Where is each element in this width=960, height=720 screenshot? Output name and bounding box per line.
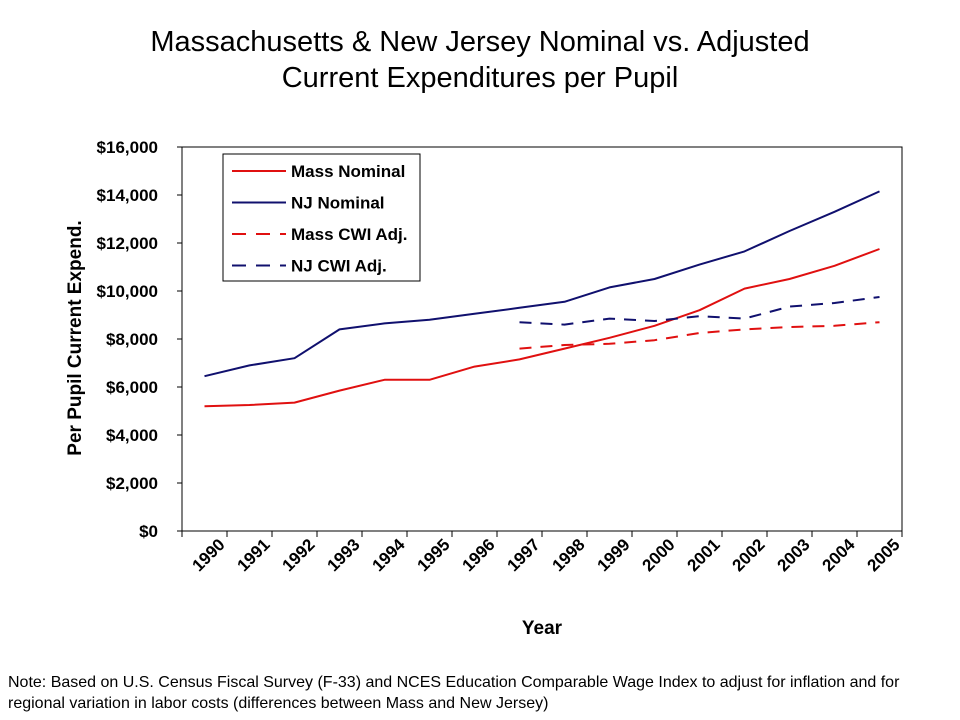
x-tick-label: 1999 xyxy=(594,535,634,575)
y-tick-label: $0 xyxy=(139,522,158,541)
x-tick-label: 1993 xyxy=(324,535,364,575)
line-chart: $0 $2,000 $4,000 $6,000 $8,000 $10,000 $12,000… xyxy=(65,138,904,639)
x-tick-label: 1996 xyxy=(459,535,499,575)
y-tick-label: $10,000 xyxy=(97,282,158,301)
legend-label: Mass CWI Adj. xyxy=(291,225,408,244)
x-tick-label: 2000 xyxy=(639,535,679,575)
footnote: Note: Based on U.S. Census Fiscal Survey… xyxy=(8,674,900,712)
x-axis-label: Year xyxy=(522,618,563,639)
legend: Mass Nominal NJ Nominal Mass CWI Adj. NJ CW… xyxy=(222,153,421,282)
x-tick-label: 1997 xyxy=(504,535,544,575)
legend-box xyxy=(222,153,421,282)
series-lines xyxy=(204,190,880,408)
x-tick-label: 1991 xyxy=(234,535,274,575)
x-tick-label: 1994 xyxy=(369,535,410,576)
x-tick-label: 2003 xyxy=(774,535,814,575)
y-tick-label: $16,000 xyxy=(97,138,158,157)
series-line-mass-nominal xyxy=(204,248,880,408)
x-tick-label: 1995 xyxy=(414,535,454,575)
y-tick-label: $4,000 xyxy=(106,426,158,445)
y-axis-label: Per Pupil Current Expend. xyxy=(65,220,86,455)
x-tick-label: 2001 xyxy=(684,535,724,575)
legend-label: NJ Nominal xyxy=(291,194,385,213)
chart-title-line-1: Massachusetts & New Jersey Nominal vs. A… xyxy=(150,26,810,58)
x-tick-label: 2004 xyxy=(819,535,860,576)
y-tick-label: $2,000 xyxy=(106,474,158,493)
chart-title: Massachusetts & New Jersey Nominal vs. A… xyxy=(0,24,960,96)
y-tick-label: $6,000 xyxy=(106,378,158,397)
y-axis-ticks: $0 $2,000 $4,000 $6,000 $8,000 $10,000 $12,000… xyxy=(97,138,182,541)
series-line-nj-nominal xyxy=(204,190,880,378)
x-tick-label: 1990 xyxy=(189,535,229,575)
x-tick-label: 1998 xyxy=(549,535,589,575)
legend-label: Mass Nominal xyxy=(291,162,405,181)
series-line-nj-cwi-adj xyxy=(519,296,880,326)
y-tick-label: $14,000 xyxy=(97,186,158,205)
y-tick-label: $8,000 xyxy=(106,330,158,349)
chart-title-line-2: Current Expenditures per Pupil xyxy=(281,62,679,94)
x-tick-label: 2002 xyxy=(729,535,769,575)
x-tick-label: 1992 xyxy=(279,535,319,575)
y-tick-label: $12,000 xyxy=(97,234,158,253)
legend-label: NJ CWI Adj. xyxy=(291,257,387,276)
series-line-mass-cwi-adj xyxy=(519,321,880,350)
x-axis-ticks: 1990 1991 1992 1993 1994 1995 1996 1997 1998 1999… xyxy=(181,531,904,576)
x-tick-label: 2005 xyxy=(864,535,904,575)
